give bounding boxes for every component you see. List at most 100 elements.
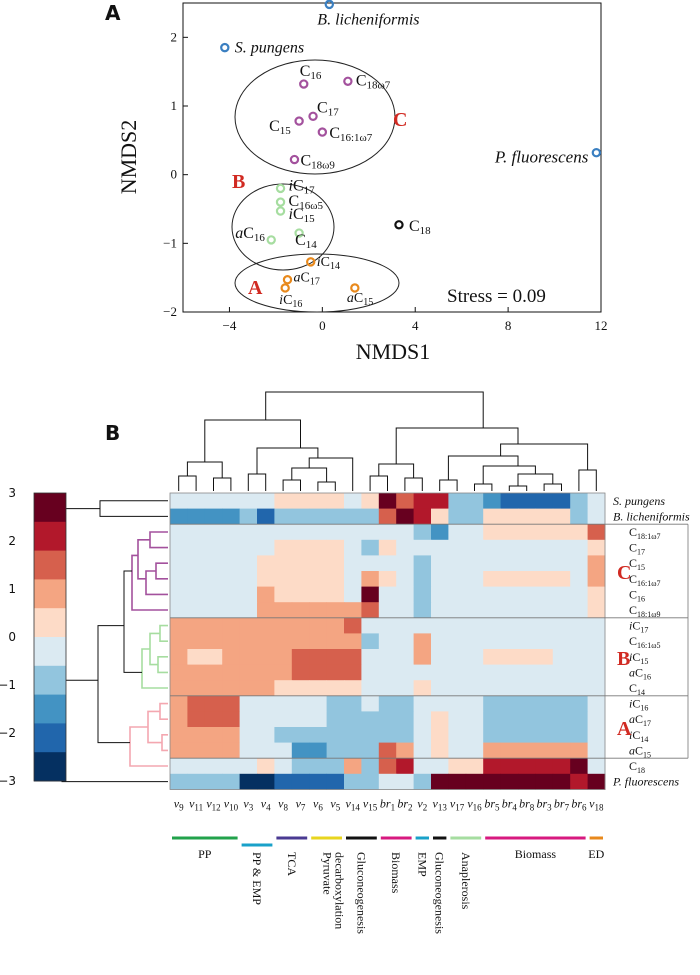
heatmap-cell xyxy=(413,633,432,650)
heatmap-cell xyxy=(552,508,571,525)
heatmap-cell xyxy=(257,602,275,619)
heatmap-cell xyxy=(535,664,554,681)
heatmap-cell xyxy=(222,649,240,665)
heatmap-cell xyxy=(448,727,467,743)
heatmap-cell xyxy=(378,633,397,650)
heatmap-cell xyxy=(396,524,414,541)
heatmap-cell xyxy=(465,664,484,681)
point-ac17 xyxy=(282,275,293,285)
heatmap-cell xyxy=(431,664,449,681)
column-dendrogram-branch xyxy=(508,485,528,491)
point-c18-9 xyxy=(289,154,300,165)
heatmap-cell xyxy=(535,617,554,634)
heatmap-cell xyxy=(465,773,484,790)
heatmap-cell xyxy=(552,633,571,650)
x-tick-label: 4 xyxy=(412,318,419,333)
heatmap-cell xyxy=(326,524,345,541)
heatmap-cell xyxy=(500,649,519,665)
heatmap-cell xyxy=(257,617,275,634)
heatmap-cell xyxy=(361,680,380,697)
heatmap-cell xyxy=(326,664,345,681)
heatmap-cell xyxy=(344,649,362,665)
heatmap-cell xyxy=(431,524,449,541)
heatmap-cell xyxy=(552,602,571,619)
row-dendrogram-branch xyxy=(61,508,168,783)
column-label-v10: v10 xyxy=(224,796,239,812)
heatmap-cell xyxy=(187,695,206,712)
column-label-br8: br8 xyxy=(519,796,535,812)
heatmap-cell xyxy=(552,649,571,665)
group-letter-b: B xyxy=(232,171,245,193)
column-label-v15: v15 xyxy=(363,796,378,812)
y-tick-label: 0 xyxy=(171,167,178,182)
heatmap-cell xyxy=(587,524,606,541)
heatmap-cell xyxy=(413,617,432,634)
point-label-ac15: aC15 xyxy=(347,291,373,308)
point-ac16 xyxy=(266,235,276,245)
heatmap-cell xyxy=(239,758,258,775)
group-letter-c: C xyxy=(393,109,407,131)
heatmap-cell xyxy=(518,664,536,681)
pathway-label-emp: EMP xyxy=(415,852,429,877)
heatmap-cell xyxy=(239,695,258,712)
heatmap-cell xyxy=(378,773,397,790)
heatmap-cell xyxy=(309,773,327,790)
heatmap-cell xyxy=(204,539,223,556)
heatmap-cell xyxy=(396,586,414,603)
heatmap-cell xyxy=(361,571,380,587)
heatmap-cell xyxy=(483,586,501,603)
heatmap-group-b: B xyxy=(617,648,630,670)
heatmap-cell xyxy=(552,524,571,541)
heatmap-cell xyxy=(257,493,275,509)
heatmap-cell xyxy=(431,602,449,619)
heatmap-cell xyxy=(291,742,310,759)
heatmap-cell xyxy=(204,493,223,509)
heatmap-cell xyxy=(587,680,606,697)
colorbar-frame xyxy=(33,492,67,782)
column-label-v5: v5 xyxy=(330,796,340,812)
heatmap-cell xyxy=(413,649,432,665)
colorbar-swatch xyxy=(34,752,66,782)
column-dendrogram-branch xyxy=(474,483,493,491)
heatmap-cell xyxy=(413,664,432,681)
heatmap-cell xyxy=(483,508,501,525)
colorbar-swatch xyxy=(34,723,66,753)
heatmap-cell xyxy=(361,586,380,603)
heatmap-cell xyxy=(361,539,380,556)
heatmap-cell xyxy=(239,649,258,665)
heatmap-cell xyxy=(500,555,519,572)
heatmap-cell xyxy=(170,695,188,712)
heatmap-cell xyxy=(326,508,345,525)
heatmap-cell xyxy=(170,539,188,556)
heatmap-cell xyxy=(570,664,588,681)
column-label-v17: v17 xyxy=(450,796,465,812)
heatmap-cell xyxy=(309,742,327,759)
heatmap-cell xyxy=(344,539,362,556)
heatmap-cell xyxy=(204,555,223,572)
heatmap-cell xyxy=(396,555,414,572)
heatmap-cell xyxy=(326,586,345,603)
heatmap-cell xyxy=(170,727,188,743)
heatmap-cell xyxy=(413,524,432,541)
group-letter-a: A xyxy=(248,277,263,299)
heatmap-cell xyxy=(570,539,588,556)
heatmap-cell xyxy=(222,758,240,775)
heatmap-cell xyxy=(239,664,258,681)
heatmap-cell xyxy=(274,571,293,587)
heatmap-cell xyxy=(431,711,449,728)
heatmap-cell xyxy=(274,508,293,525)
point-c16-5 xyxy=(275,197,286,207)
heatmap-cell xyxy=(552,680,571,697)
heatmap-cell xyxy=(204,571,223,587)
column-label-br6: br6 xyxy=(571,796,587,812)
colorbar-swatch xyxy=(34,550,66,580)
heatmap-cell xyxy=(587,555,606,572)
heatmap-cell xyxy=(396,602,414,619)
heatmap-cell xyxy=(431,727,449,743)
heatmap-cell xyxy=(187,524,206,541)
heatmap-cell xyxy=(187,586,206,603)
heatmap-cell xyxy=(431,680,449,697)
heatmap-cell xyxy=(326,711,345,728)
row-label-c16-1-7: C16:1ω7 xyxy=(629,572,661,588)
